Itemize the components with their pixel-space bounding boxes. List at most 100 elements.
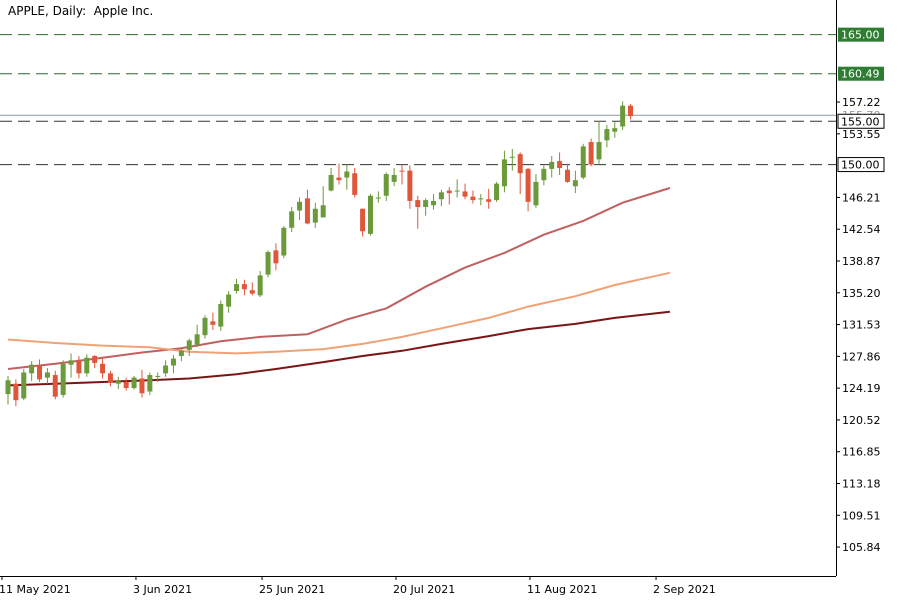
level-label-160-49: 160.49 <box>841 68 880 81</box>
candle-body <box>501 159 507 187</box>
candle-body <box>454 190 460 192</box>
candle <box>462 183 468 200</box>
candle-body <box>202 317 208 336</box>
y-tick-label: 142.54 <box>842 223 881 236</box>
candle-body <box>564 169 570 182</box>
candle-body <box>92 355 98 363</box>
candle-body <box>84 357 90 374</box>
candle-body <box>494 183 500 201</box>
candle-body <box>367 195 373 234</box>
candle <box>107 370 113 387</box>
candle <box>249 282 255 296</box>
candle <box>312 202 318 228</box>
candle <box>21 368 27 401</box>
candle <box>486 188 492 209</box>
candle-body <box>257 275 263 296</box>
candle <box>407 165 413 209</box>
candle-body <box>344 171 350 178</box>
chart-axes <box>0 0 837 577</box>
candle-body <box>178 350 184 356</box>
candle-body <box>612 128 618 132</box>
y-tick-label: 138.87 <box>842 255 881 268</box>
candle-body <box>415 200 421 208</box>
candle <box>596 121 602 164</box>
candle <box>533 174 539 208</box>
candle <box>76 355 82 379</box>
candlesticks <box>5 101 634 407</box>
candle-body <box>123 381 129 389</box>
candle <box>44 368 50 384</box>
moving-average-line-1 <box>7 187 671 370</box>
candle <box>194 324 200 348</box>
candle <box>612 122 618 138</box>
candle <box>438 189 444 207</box>
candle-body <box>533 181 539 206</box>
y-tick-label: 127.86 <box>842 350 881 363</box>
y-tick-label: 109.51 <box>842 509 881 522</box>
candle <box>525 168 531 212</box>
candle-body <box>13 383 19 401</box>
candle-body <box>423 200 429 208</box>
candle-body <box>391 174 397 182</box>
candle <box>580 143 586 180</box>
candle-body <box>68 360 74 365</box>
candle <box>84 354 90 377</box>
y-tick-label: 146.21 <box>842 191 881 204</box>
candle <box>13 379 19 407</box>
candle-body <box>52 375 58 397</box>
candle-body <box>572 180 578 187</box>
level-label-155-00: 155.00 <box>841 115 880 128</box>
level-tag-160-49 <box>838 66 884 81</box>
candle-body <box>60 363 66 395</box>
x-tick-label: 3 Jun 2021 <box>133 583 192 596</box>
candle <box>549 155 555 178</box>
candle <box>170 355 176 374</box>
candle <box>178 349 184 362</box>
y-tick-label: 135.20 <box>842 287 881 300</box>
candle <box>297 197 303 221</box>
candle-body <box>557 161 563 169</box>
candle-body <box>304 198 310 224</box>
candle <box>557 152 563 175</box>
candle <box>155 372 161 382</box>
y-tick-label: 157.22 <box>842 96 881 109</box>
candle <box>100 358 106 379</box>
candle <box>257 271 263 298</box>
candle-body <box>186 340 192 350</box>
y-tick-label: 124.19 <box>842 382 881 395</box>
candle <box>5 375 11 405</box>
x-tick-label: 25 Jun 2021 <box>259 583 325 596</box>
candle <box>415 195 421 229</box>
candle-body <box>580 146 586 178</box>
candle-body <box>352 173 358 195</box>
candle-body <box>289 211 295 228</box>
candle-body <box>131 377 137 389</box>
candle-body <box>446 190 452 194</box>
candle <box>501 150 507 193</box>
candle-body <box>5 380 11 395</box>
candle <box>478 194 484 206</box>
candle <box>210 312 216 331</box>
candle-body <box>517 154 523 174</box>
candle <box>564 163 570 183</box>
candle <box>202 315 208 339</box>
candle <box>399 164 405 185</box>
candle-body <box>604 129 610 141</box>
candle-body <box>147 375 153 392</box>
y-tick-label: 153.55 <box>842 128 881 141</box>
candle <box>92 355 98 369</box>
level-label-165-00: 165.00 <box>841 29 880 42</box>
candle-body <box>375 197 381 199</box>
candle-body <box>210 321 216 325</box>
candle-body <box>549 161 555 169</box>
candle <box>273 243 279 271</box>
candle-body <box>328 174 334 191</box>
candle <box>367 194 373 236</box>
level-tag-155-00 <box>837 113 885 129</box>
candle-body <box>265 252 271 275</box>
candle <box>60 360 66 398</box>
candle <box>517 152 523 195</box>
